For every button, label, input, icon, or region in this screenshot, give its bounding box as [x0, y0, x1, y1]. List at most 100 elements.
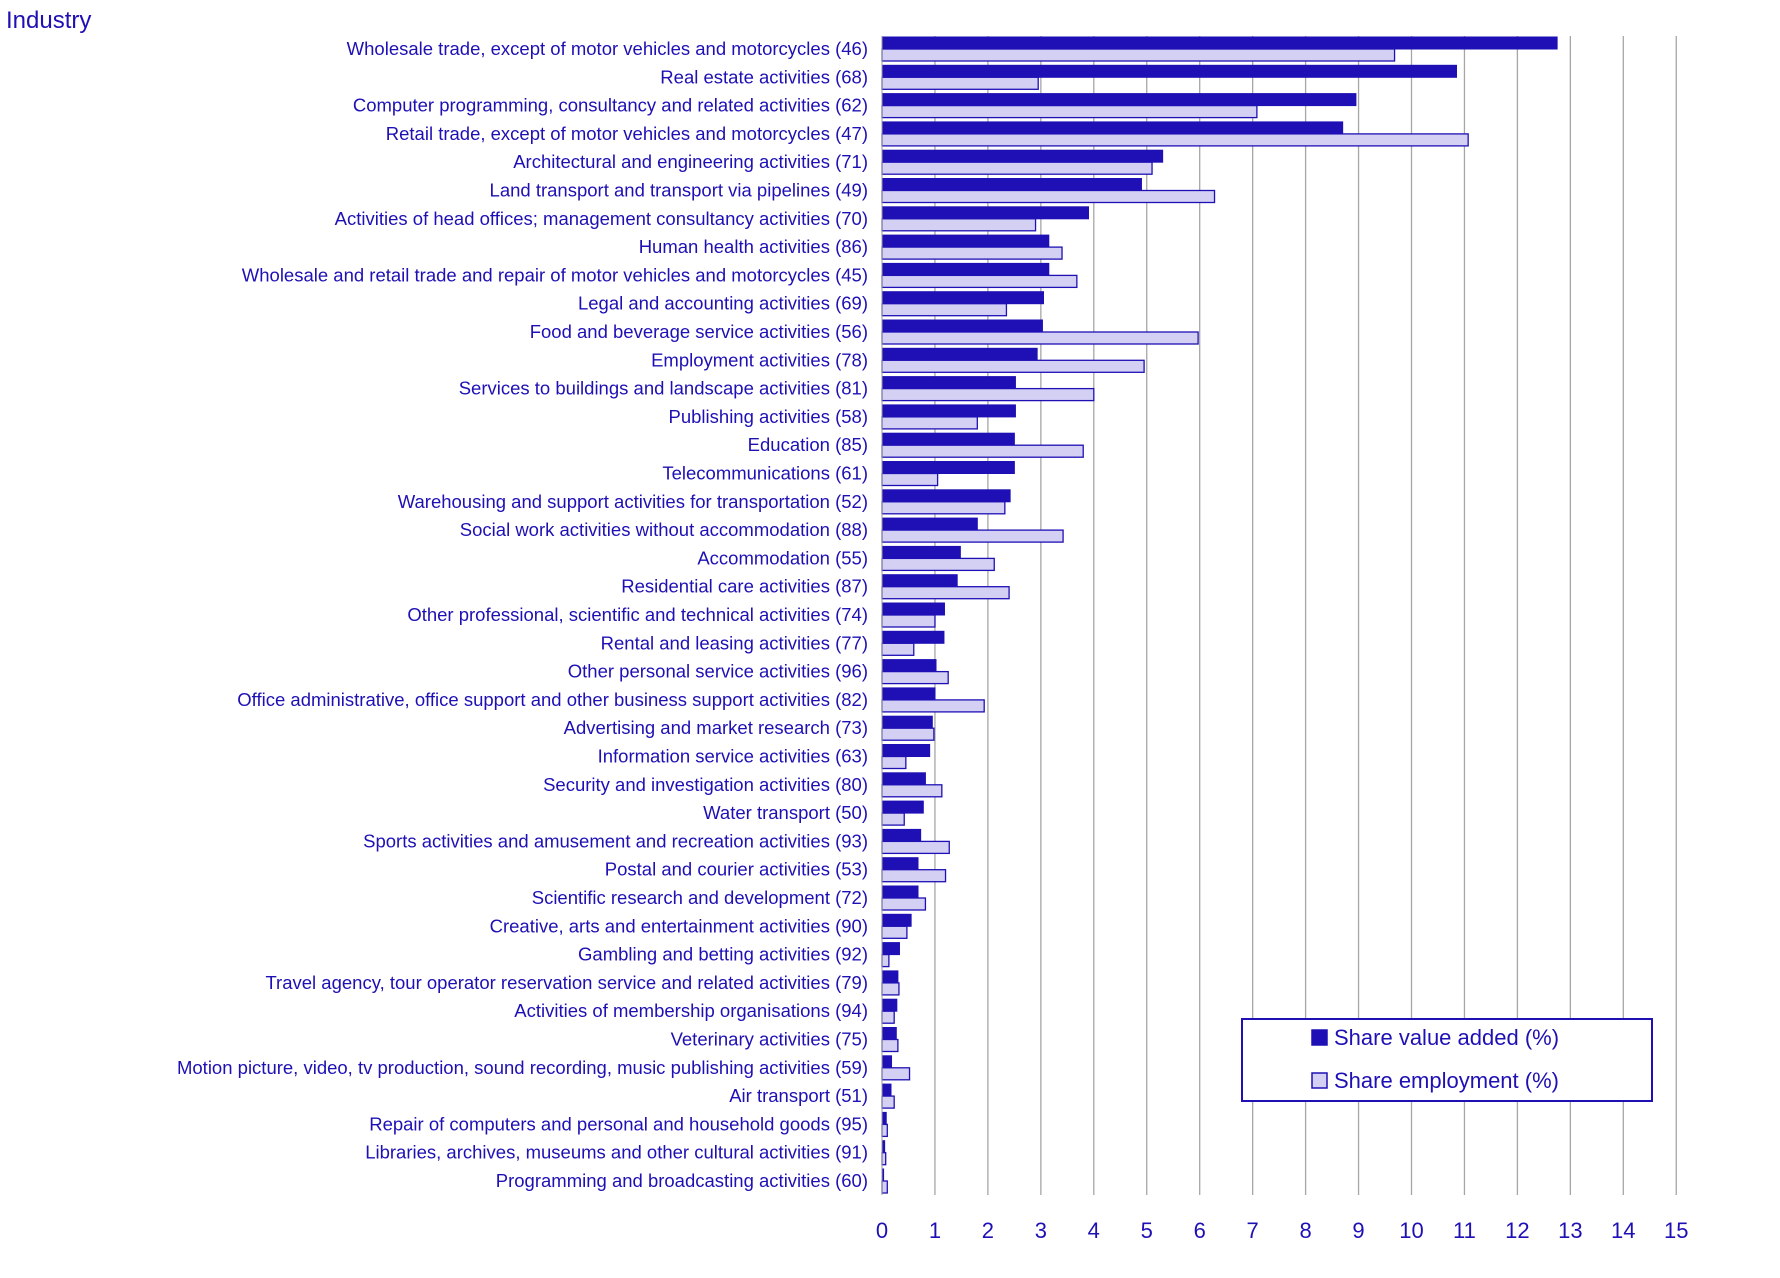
bar-value-added	[881, 1027, 897, 1040]
bar-value-added	[881, 913, 912, 927]
category-label: Rental and leasing activities (77)	[601, 632, 868, 653]
bar-value-added	[881, 489, 1011, 503]
bar-employment	[881, 104, 1258, 119]
legend-label-value-added: Share value added (%)	[1334, 1025, 1559, 1050]
category-label: Wholesale and retail trade and repair of…	[242, 264, 868, 285]
category-label: Creative, arts and entertainment activit…	[490, 915, 868, 936]
x-tick-label: 12	[1505, 1218, 1529, 1243]
bar-employment	[881, 416, 978, 430]
bar-value-added	[881, 857, 919, 871]
bar-value-added	[881, 772, 926, 786]
bar-value-added	[881, 93, 1357, 107]
bar-value-added	[881, 602, 945, 616]
bar-value-added	[881, 376, 1016, 390]
category-label: Other personal service activities (96)	[568, 661, 868, 682]
category-label: Postal and courier activities (53)	[605, 859, 868, 880]
bar-value-added	[881, 319, 1043, 333]
bar-value-added	[881, 715, 933, 729]
category-label: Warehousing and support activities for t…	[398, 491, 868, 512]
category-label: Other professional, scientific and techn…	[407, 604, 868, 625]
bar-employment	[881, 359, 1145, 373]
category-label: Real estate activities (68)	[660, 66, 868, 87]
category-label: Water transport (50)	[703, 802, 868, 823]
category-label: Land transport and transport via pipelin…	[490, 180, 868, 201]
bar-value-added	[881, 1055, 893, 1069]
bar-employment	[881, 670, 949, 685]
legend-swatch-value-added	[1311, 1029, 1328, 1046]
x-tick-label: 6	[1194, 1218, 1206, 1243]
bar-value-added	[881, 404, 1016, 418]
category-label: Education (85)	[748, 434, 868, 455]
bar-value-added	[881, 149, 1164, 163]
bar-value-added	[881, 64, 1458, 78]
category-label: Repair of computers and personal and hou…	[369, 1113, 868, 1134]
bar-employment	[881, 529, 1064, 543]
x-tick-label: 13	[1558, 1218, 1582, 1243]
category-label: Architectural and engineering activities…	[513, 151, 868, 172]
bar-employment	[881, 840, 950, 855]
bar-employment	[881, 642, 915, 656]
bar-value-added	[881, 800, 924, 814]
category-label: Employment activities (78)	[651, 349, 868, 370]
bar-value-added	[881, 36, 1558, 50]
x-tick-label: 15	[1664, 1218, 1688, 1243]
bar-employment	[881, 189, 1216, 204]
bar-employment	[881, 784, 943, 798]
category-label: Veterinary activities (75)	[671, 1029, 868, 1050]
bar-employment	[881, 76, 1039, 90]
category-label: Programming and broadcasting activities …	[496, 1170, 868, 1191]
bar-employment	[881, 925, 908, 939]
category-label: Wholesale trade, except of motor vehicle…	[347, 38, 868, 59]
bar-employment	[881, 331, 1199, 345]
category-label: Retail trade, except of motor vehicles a…	[386, 123, 868, 144]
bar-employment	[881, 614, 936, 628]
bar-value-added	[881, 687, 936, 701]
y-axis-title: Industry	[6, 7, 91, 34]
x-tick-label: 1	[929, 1218, 941, 1243]
bar-value-added	[881, 659, 937, 673]
bar-employment	[881, 586, 1010, 600]
category-label: Services to buildings and landscape acti…	[459, 378, 868, 399]
bar-value-added	[881, 574, 958, 588]
bar-employment	[881, 1152, 887, 1166]
legend-swatch-employment	[1311, 1072, 1328, 1089]
legend-box	[1241, 1018, 1653, 1102]
legend-label-employment: Share employment (%)	[1334, 1068, 1559, 1093]
bar-employment	[881, 727, 935, 741]
category-label: Libraries, archives, museums and other c…	[365, 1142, 868, 1163]
bar-value-added	[881, 998, 898, 1012]
legend: Share value added (%) Share employment (…	[1241, 1018, 1653, 1102]
category-label: Activities of head offices; management c…	[335, 208, 868, 229]
x-tick-label: 11	[1453, 1218, 1476, 1243]
x-tick-label: 2	[982, 1218, 994, 1243]
bar-value-added	[881, 828, 922, 842]
bar-employment	[881, 1095, 895, 1109]
bar-employment	[881, 1010, 895, 1024]
x-tick-label: 9	[1352, 1218, 1364, 1243]
bar-employment	[881, 133, 1469, 147]
bar-employment	[881, 982, 900, 996]
bar-employment	[881, 444, 1084, 458]
category-label: Information service activities (63)	[598, 746, 868, 767]
category-label: Human health activities (86)	[639, 236, 868, 257]
x-tick-label: 0	[876, 1218, 888, 1243]
bar-value-added	[881, 461, 1015, 474]
bar-value-added	[881, 942, 900, 956]
bar-value-added	[881, 432, 1015, 446]
category-label: Advertising and market research (73)	[564, 717, 868, 738]
category-label: Gambling and betting activities (92)	[578, 944, 868, 965]
x-tick-label: 8	[1299, 1218, 1311, 1243]
bar-value-added	[881, 630, 945, 644]
bar-value-added	[881, 1083, 892, 1097]
bar-value-added	[881, 178, 1142, 191]
category-label: Publishing activities (58)	[669, 406, 868, 427]
bar-employment	[881, 501, 1006, 515]
bar-employment	[881, 699, 985, 713]
bar-value-added	[881, 206, 1090, 220]
bar-value-added	[881, 1111, 887, 1125]
bar-employment	[881, 755, 907, 770]
bar-employment	[881, 869, 947, 883]
bar-value-added	[881, 262, 1050, 276]
bar-employment	[881, 1038, 899, 1053]
